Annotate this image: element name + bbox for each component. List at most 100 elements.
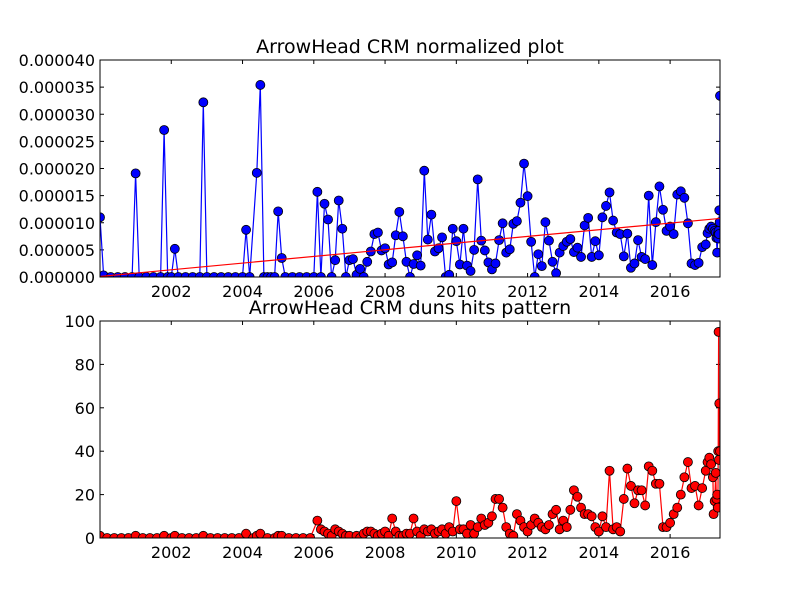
x-tick-label: 2016 (650, 543, 691, 562)
x-tick-label: 2014 (578, 543, 619, 562)
data-point (394, 206, 405, 217)
data-point (201, 272, 212, 277)
data-point (408, 513, 419, 524)
data-point (355, 263, 366, 274)
series-marks (100, 80, 720, 277)
data-point (412, 250, 423, 261)
data-point (173, 272, 184, 277)
data-point (522, 191, 533, 202)
data-point (712, 247, 720, 258)
data-point (608, 215, 619, 226)
data-point (152, 533, 162, 538)
data-point (672, 502, 683, 513)
data-point (572, 491, 583, 502)
data-point (326, 272, 337, 277)
plot-content (100, 326, 720, 538)
data-point (479, 245, 490, 256)
data-point (426, 209, 437, 220)
data-point (586, 511, 597, 522)
y-tick-label: 0.000040 (19, 51, 95, 70)
y-tick-label: 100 (64, 312, 95, 331)
y-tick-label: 0.000020 (19, 160, 95, 179)
data-point (643, 190, 654, 201)
data-point (700, 239, 711, 250)
data-point (340, 272, 351, 277)
plot-area-frame (99, 59, 721, 278)
data-point (713, 326, 720, 337)
data-point (458, 223, 469, 234)
axis-ticks (100, 59, 720, 278)
y-tick-label: 20 (75, 486, 95, 505)
plot-content (100, 80, 720, 277)
x-tick-label: 2014 (578, 282, 619, 301)
data-point (487, 511, 497, 522)
x-tick-labels: 2002 2004 2006 2008 2010 2012 2014 2016 (151, 543, 691, 562)
x-tick-label: 2008 (365, 282, 406, 301)
data-point (283, 533, 294, 538)
y-tick-label: 0.000005 (19, 241, 95, 260)
data-point (241, 224, 251, 235)
data-point (287, 272, 298, 277)
data-point (177, 533, 187, 538)
data-point (647, 260, 658, 270)
data-point (362, 256, 373, 267)
data-point (451, 496, 462, 507)
data-point (308, 272, 319, 277)
data-point (640, 254, 651, 264)
chart-title: ArrowHead CRM normalized plot (256, 36, 564, 58)
y-tick-label: 0 (85, 529, 95, 548)
data-point (668, 229, 679, 240)
data-point (714, 454, 720, 465)
data-point (712, 489, 720, 500)
data-point (654, 478, 665, 489)
y-tick-label: 0.000010 (19, 214, 95, 233)
data-point (102, 533, 113, 538)
data-point (679, 192, 690, 203)
data-point (380, 243, 390, 254)
data-point (497, 502, 508, 513)
data-point (615, 526, 626, 537)
y-tick-label: 80 (75, 355, 95, 374)
data-point (622, 463, 633, 474)
data-point (187, 272, 198, 277)
data-point (650, 217, 661, 228)
data-point (437, 232, 447, 243)
data-point (706, 459, 716, 470)
data-point (294, 272, 305, 277)
data-point (405, 272, 415, 277)
data-point (397, 231, 408, 242)
x-tick-label: 2012 (507, 543, 548, 562)
data-point (330, 255, 341, 266)
data-point (348, 254, 358, 264)
axis-ticks (100, 320, 720, 539)
plot-area-frame (99, 320, 721, 539)
data-point (298, 533, 309, 538)
data-point (490, 258, 501, 269)
data-point (654, 181, 665, 192)
data-point (576, 252, 586, 262)
x-tick-label: 2008 (365, 543, 406, 562)
data-point (130, 168, 141, 179)
x-tick-labels: 2002 2004 2006 2008 2010 2012 2014 2016 (151, 282, 691, 301)
data-point (100, 212, 105, 223)
data-point (316, 272, 326, 277)
data-point (604, 187, 615, 198)
data-point (675, 489, 686, 500)
data-point (583, 212, 594, 223)
y-tick-label: 0.000030 (19, 105, 95, 124)
data-point (633, 235, 643, 246)
data-point (494, 494, 504, 504)
data-point (511, 216, 522, 227)
data-point (373, 227, 383, 238)
data-point (209, 272, 219, 277)
data-point (565, 234, 576, 244)
data-point (590, 236, 601, 247)
data-point (640, 500, 651, 511)
data-point (159, 125, 170, 135)
data-point (323, 214, 333, 225)
data-point (472, 174, 483, 185)
data-point (508, 530, 519, 538)
data-point (198, 97, 209, 108)
data-point (710, 468, 720, 478)
